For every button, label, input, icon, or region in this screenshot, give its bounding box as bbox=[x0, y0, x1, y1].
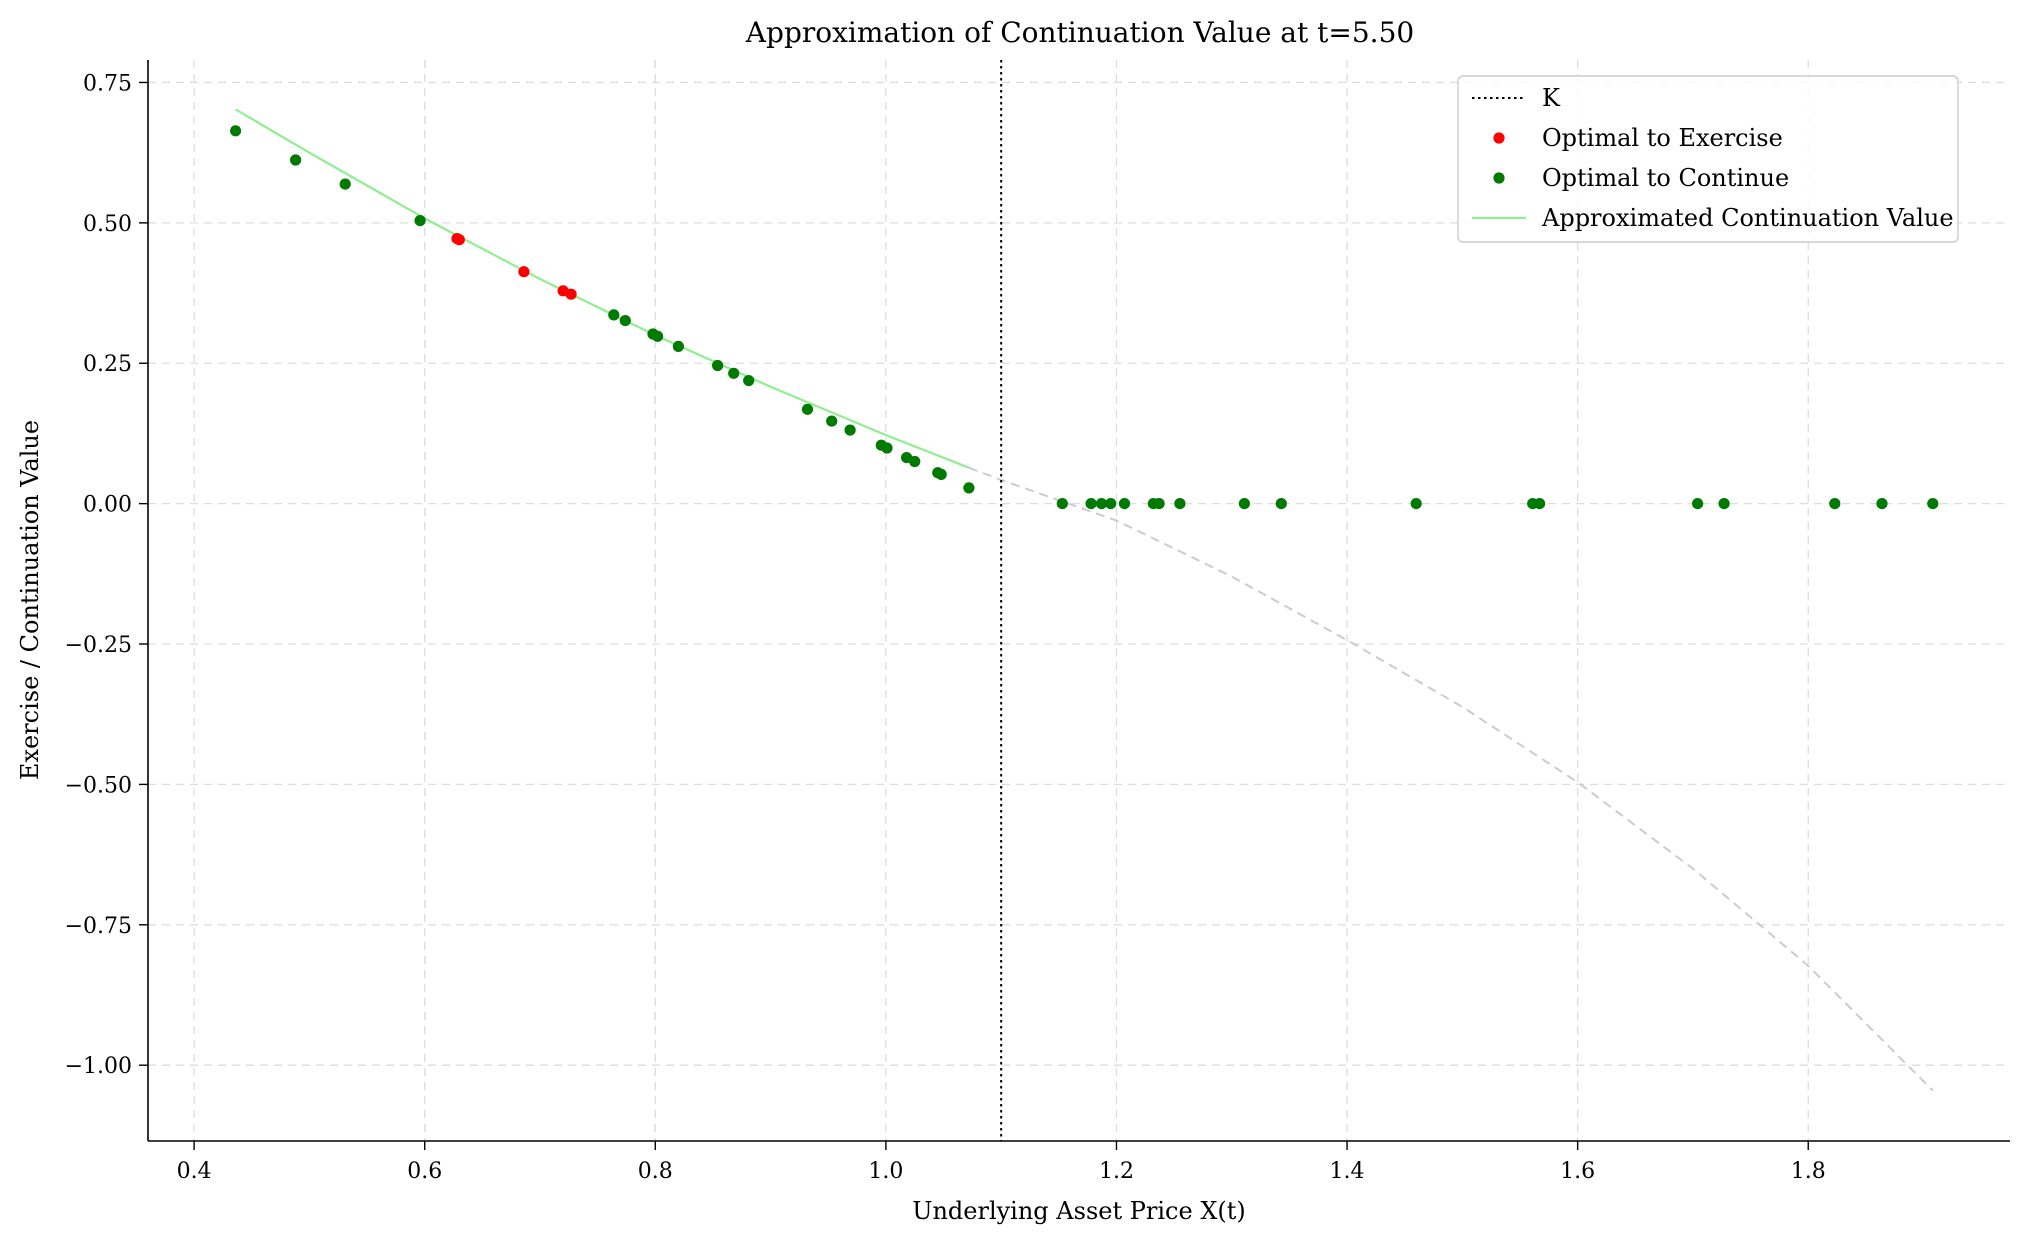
continue-point bbox=[1153, 498, 1165, 510]
axes bbox=[147, 60, 2010, 1142]
grid bbox=[148, 60, 2010, 1141]
continue-point bbox=[881, 442, 893, 454]
continue-point bbox=[608, 309, 620, 321]
continue-point bbox=[1174, 498, 1186, 510]
continue-point bbox=[1927, 498, 1939, 510]
continue-point bbox=[1095, 498, 1108, 510]
x-tick-label: 0.8 bbox=[638, 1159, 673, 1184]
y-ticks: 0.75 0.50 0.25 0.00 −0.25 −0.50 −0.75 −1.00 bbox=[65, 71, 148, 1079]
continue-point bbox=[1829, 498, 1841, 510]
x-tick-label: 1.0 bbox=[868, 1159, 903, 1184]
y-tick-label: 0.75 bbox=[83, 71, 132, 96]
scatter-points bbox=[230, 125, 1939, 510]
y-tick-label: −0.25 bbox=[65, 633, 132, 658]
chart-title: Approximation of Continuation Value at t… bbox=[745, 16, 1414, 49]
continue-point bbox=[844, 424, 856, 436]
continue-point bbox=[728, 367, 740, 379]
continue-point bbox=[1534, 498, 1546, 510]
continue-point bbox=[652, 330, 664, 342]
continue-point bbox=[712, 359, 724, 372]
legend-label: K bbox=[1542, 84, 1561, 112]
legend-label: Optimal to Continue bbox=[1542, 164, 1789, 192]
exercise-point bbox=[453, 234, 465, 246]
exercise-point bbox=[518, 266, 530, 278]
x-tick-label: 0.6 bbox=[407, 1159, 442, 1184]
legend-label: Optimal to Exercise bbox=[1542, 124, 1783, 152]
exercise-point bbox=[565, 288, 577, 300]
continue-point bbox=[1238, 498, 1250, 510]
continue-point bbox=[1718, 498, 1730, 510]
legend-dot-swatch bbox=[1493, 132, 1505, 144]
continue-point bbox=[1085, 498, 1097, 510]
legend-dot-swatch bbox=[1493, 172, 1505, 184]
continue-point bbox=[963, 482, 975, 494]
continue-point bbox=[1410, 498, 1422, 510]
continue-point bbox=[672, 340, 685, 352]
y-tick-label: 0.00 bbox=[83, 493, 132, 518]
x-tick-label: 1.4 bbox=[1330, 1159, 1365, 1184]
continue-point bbox=[1105, 498, 1117, 510]
x-tick-label: 1.6 bbox=[1560, 1159, 1595, 1184]
legend-entries: K Optimal to Exercise Optimal to Continue A… bbox=[1472, 84, 1954, 232]
continue-point bbox=[290, 154, 302, 166]
continue-point bbox=[339, 178, 351, 190]
y-tick-label: 0.25 bbox=[83, 352, 132, 377]
y-tick-label: 0.50 bbox=[83, 212, 132, 237]
x-tick-label: 1.8 bbox=[1791, 1159, 1826, 1184]
continue-point bbox=[1692, 498, 1704, 510]
legend-box bbox=[1457, 75, 1959, 243]
continue-point bbox=[1056, 498, 1068, 510]
continue-point bbox=[909, 455, 921, 468]
continue-point bbox=[826, 415, 838, 427]
continue-point bbox=[1118, 498, 1131, 510]
y-axis-label: Exercise / Continuation Value bbox=[16, 420, 44, 780]
continue-point bbox=[619, 315, 631, 327]
x-tick-label: 1.2 bbox=[1099, 1159, 1134, 1184]
continue-point bbox=[1876, 498, 1888, 510]
y-tick-label: −0.75 bbox=[65, 914, 132, 939]
continue-point bbox=[1275, 498, 1287, 510]
continuation-value-line bbox=[235, 108, 970, 469]
x-tick-label: 0.4 bbox=[177, 1159, 212, 1184]
legend: K Optimal to Exercise Optimal to Continue A… bbox=[1457, 75, 1959, 243]
y-tick-label: −1.00 bbox=[65, 1054, 132, 1079]
x-axis-label: Underlying Asset Price X(t) bbox=[912, 1197, 1246, 1225]
x-ticks: 0.4 0.6 0.8 1.0 1.2 1.4 1.6 1.8 bbox=[177, 1141, 1826, 1184]
continue-point bbox=[230, 125, 242, 137]
y-tick-label: −0.50 bbox=[65, 773, 132, 798]
continue-point bbox=[414, 215, 426, 227]
continue-point bbox=[935, 468, 947, 480]
continue-point bbox=[801, 403, 814, 415]
continue-point bbox=[743, 375, 755, 387]
legend-label: Approximated Continuation Value bbox=[1541, 204, 1954, 232]
